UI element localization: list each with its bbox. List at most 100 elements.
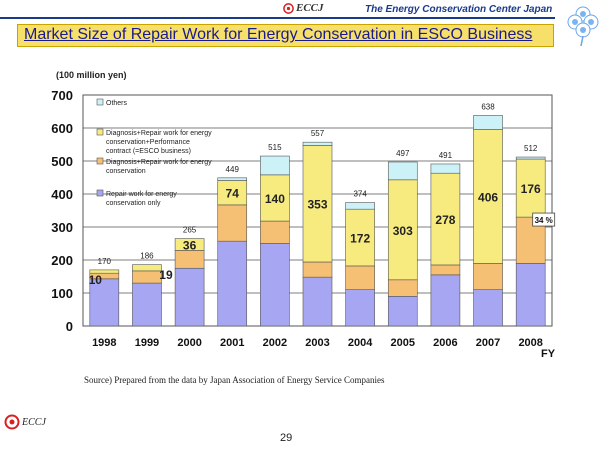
bar-segment-diag_repair <box>473 263 503 291</box>
segment-value-label: 36 <box>183 238 197 252</box>
page-number: 29 <box>280 432 293 444</box>
x-tick-label: 2007 <box>476 337 500 349</box>
bar-segment-esco <box>387 179 418 281</box>
x-tick-label: 2001 <box>220 337 244 349</box>
y-tick-label: 500 <box>51 154 73 169</box>
annotation-box <box>532 212 556 227</box>
bar-segment-diag_repair <box>430 264 461 276</box>
title-box: Market Size of Repair Work for Energy Co… <box>17 24 554 47</box>
x-tick-label: 2005 <box>391 337 415 349</box>
legend-swatch-diag_repair <box>96 157 104 165</box>
segment-value-label: 10 <box>89 273 103 287</box>
bar-segment-esco <box>89 269 120 274</box>
legend-label: Diagnosis+Repair work for energy <box>106 130 212 137</box>
header-org-name: The Energy Conservation Center Japan <box>365 4 553 15</box>
segment-value-label: 303 <box>393 224 413 238</box>
legend-label: contract (=ESCO business) <box>106 148 191 155</box>
legend-label: conservation+Performance <box>106 139 190 146</box>
total-label: 265 <box>183 226 197 235</box>
bar-segment-repair_only <box>430 274 461 327</box>
x-tick-label: 2000 <box>177 337 201 349</box>
segment-value-label: 74 <box>226 187 240 201</box>
bar-segment-diag_repair <box>387 279 418 297</box>
y-tick-label: 100 <box>51 286 73 301</box>
bar-segment-repair_only <box>302 276 333 327</box>
bar-segment-others <box>515 156 546 160</box>
x-axis-label: FY <box>541 348 556 360</box>
x-tick-label: 2008 <box>518 337 542 349</box>
legend-label: Others <box>106 100 128 107</box>
bar-segment-repair_only <box>174 267 205 327</box>
bar-segment-others <box>430 163 461 174</box>
x-tick-label: 1999 <box>135 337 159 349</box>
bar-segment-repair_only <box>132 282 162 327</box>
bar-segment-esco <box>473 129 503 264</box>
legend-swatch-others <box>96 98 104 106</box>
annotation-text: 34 % <box>535 216 553 225</box>
y-tick-label: 200 <box>51 253 73 268</box>
total-label: 374 <box>353 190 367 199</box>
header-logo-text: ECCJ <box>296 2 324 14</box>
bar-segment-esco <box>132 264 162 272</box>
x-tick-label: 2003 <box>305 337 329 349</box>
unit-label: (100 million yen) <box>56 70 127 80</box>
x-tick-label: 2004 <box>348 337 373 349</box>
y-tick-label: 300 <box>51 220 73 235</box>
bar-segment-esco <box>174 238 205 251</box>
x-tick-label: 1998 <box>92 337 116 349</box>
y-tick-label: 700 <box>51 88 73 103</box>
bar-segment-repair_only <box>260 243 290 327</box>
bar-segment-others <box>387 161 418 181</box>
bar-segment-esco <box>260 174 290 222</box>
page-title: Market Size of Repair Work for Energy Co… <box>24 26 533 43</box>
legend-swatch-repair_only <box>96 189 104 197</box>
bar-segment-diag_repair <box>217 204 248 242</box>
total-label: 170 <box>98 257 112 266</box>
bar-segment-repair_only <box>515 263 546 327</box>
bar-segment-repair_only <box>387 296 418 327</box>
legend-swatch-esco <box>96 128 104 136</box>
legend-label: conservation only <box>106 200 161 207</box>
x-tick-label: 2006 <box>433 337 457 349</box>
total-label: 491 <box>439 151 453 160</box>
bar-segment-esco <box>345 208 375 267</box>
bar-segment-esco <box>515 158 546 218</box>
bar-segment-esco <box>302 145 333 263</box>
header-bar <box>0 0 600 17</box>
y-tick-label: 0 <box>66 319 73 334</box>
source-note: Source) Prepared from the data by Japan … <box>84 375 385 385</box>
bar-segment-repair_only <box>89 278 120 327</box>
total-label: 497 <box>396 149 410 158</box>
bar-segment-diag_repair <box>345 265 375 291</box>
eccj-footer-logo-icon <box>4 414 20 430</box>
legend-label: Diagnosis+Repair work for energy <box>106 159 212 166</box>
bar-segment-others <box>302 141 333 146</box>
header-divider <box>0 17 555 19</box>
legend-label: Repair work for energy <box>106 191 177 198</box>
bar-segment-others <box>345 202 375 210</box>
segment-value-label: 278 <box>435 213 455 227</box>
segment-value-label: 176 <box>521 182 541 196</box>
total-label: 515 <box>268 143 282 152</box>
y-tick-label: 400 <box>51 187 73 202</box>
bar-segment-others <box>217 177 248 181</box>
eccj-logo-icon <box>283 3 294 14</box>
clover-logo-icon <box>567 6 599 47</box>
y-tick-label: 600 <box>51 121 73 136</box>
total-label: 186 <box>140 252 154 261</box>
bar-segment-esco <box>217 180 248 206</box>
segment-value-label: 172 <box>350 232 370 246</box>
x-tick-label: 2002 <box>263 337 287 349</box>
bar-segment-diag_repair <box>260 220 290 244</box>
stacked-bar-chart: 0 100 200 300 400 500 600 700 170 1998 186 1999 265 2… <box>51 88 556 360</box>
total-label: 449 <box>226 165 240 174</box>
footer-logo-text: ECCJ <box>22 417 46 428</box>
bar-segment-repair_only <box>473 289 503 327</box>
bar-segment-diag_repair <box>174 250 205 269</box>
total-label: 512 <box>524 144 538 153</box>
bar-segment-repair_only <box>217 240 248 327</box>
bar-segment-others <box>260 155 290 176</box>
segment-value-label: 353 <box>307 198 327 212</box>
bar-segment-diag_repair <box>302 261 333 278</box>
segment-value-label: 406 <box>478 190 498 204</box>
